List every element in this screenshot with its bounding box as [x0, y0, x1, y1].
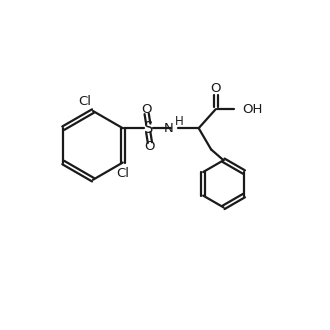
Text: N: N [164, 122, 174, 135]
Text: O: O [145, 140, 155, 153]
Text: O: O [141, 103, 152, 116]
Text: Cl: Cl [116, 167, 129, 180]
Text: S: S [144, 121, 153, 136]
Text: O: O [211, 82, 221, 95]
Text: H: H [175, 115, 184, 128]
Text: OH: OH [242, 103, 262, 116]
Text: Cl: Cl [78, 95, 91, 108]
